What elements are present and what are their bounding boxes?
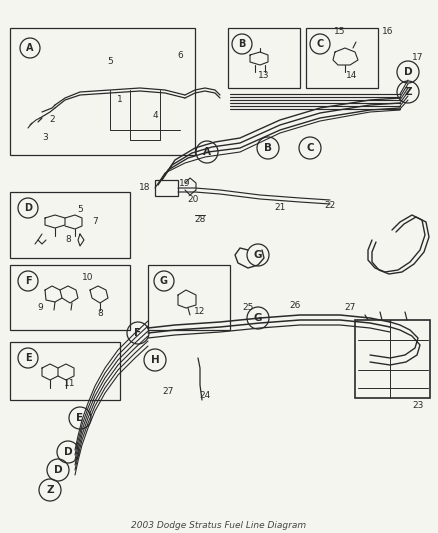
Text: D: D [404,67,412,77]
Text: 8: 8 [97,310,103,319]
Bar [306,28,378,88]
Text: G: G [254,313,262,323]
Text: 19: 19 [179,179,191,188]
Text: 27: 27 [162,387,174,397]
Text: 12: 12 [194,308,206,317]
Text: 18: 18 [139,183,151,192]
Text: 26: 26 [290,301,301,310]
Text: 22: 22 [325,200,336,209]
Text: G: G [254,250,262,260]
Text: 5: 5 [107,58,113,67]
Text: 25: 25 [242,303,254,312]
Text: D: D [64,447,72,457]
Text: B: B [238,39,246,49]
Text: 28: 28 [194,215,206,224]
Text: 2003 Dodge Stratus Fuel Line Diagram: 2003 Dodge Stratus Fuel Line Diagram [131,521,307,529]
Text: C: C [306,143,314,153]
Text: 20: 20 [187,196,199,205]
Text: 11: 11 [64,379,76,389]
Text: 10: 10 [82,273,94,282]
Bar [10,28,195,155]
Text: F: F [134,328,141,338]
Text: B: B [264,143,272,153]
Text: 3: 3 [42,133,48,142]
Text: 15: 15 [334,28,346,36]
Text: C: C [316,39,324,49]
Text: 9: 9 [37,303,43,312]
Text: D: D [24,203,32,213]
Text: G: G [160,276,168,286]
Text: 2: 2 [49,116,55,125]
Text: F: F [25,276,31,286]
Bar [10,342,120,400]
Text: E: E [77,413,84,423]
Text: 21: 21 [274,203,286,212]
Text: 8: 8 [65,236,71,245]
Text: H: H [151,355,159,365]
Text: 1: 1 [117,95,123,104]
Text: 17: 17 [412,53,424,62]
Text: 13: 13 [258,71,270,80]
Text: 14: 14 [346,71,358,80]
Text: 24: 24 [199,391,211,400]
Text: 16: 16 [382,28,394,36]
Text: Z: Z [46,485,54,495]
Text: D: D [54,465,62,475]
Bar [355,320,430,398]
Text: Z: Z [404,87,412,97]
Bar [10,192,130,258]
Text: 6: 6 [177,51,183,60]
Bar [148,265,230,330]
Text: 4: 4 [152,110,158,119]
Bar [228,28,300,88]
Text: 5: 5 [77,206,83,214]
Text: 23: 23 [412,400,424,409]
Bar [155,180,178,196]
Text: A: A [26,43,34,53]
Text: E: E [25,353,31,363]
Text: 27: 27 [344,303,356,312]
Bar [10,265,130,330]
Text: 7: 7 [92,217,98,227]
Text: A: A [203,147,211,157]
